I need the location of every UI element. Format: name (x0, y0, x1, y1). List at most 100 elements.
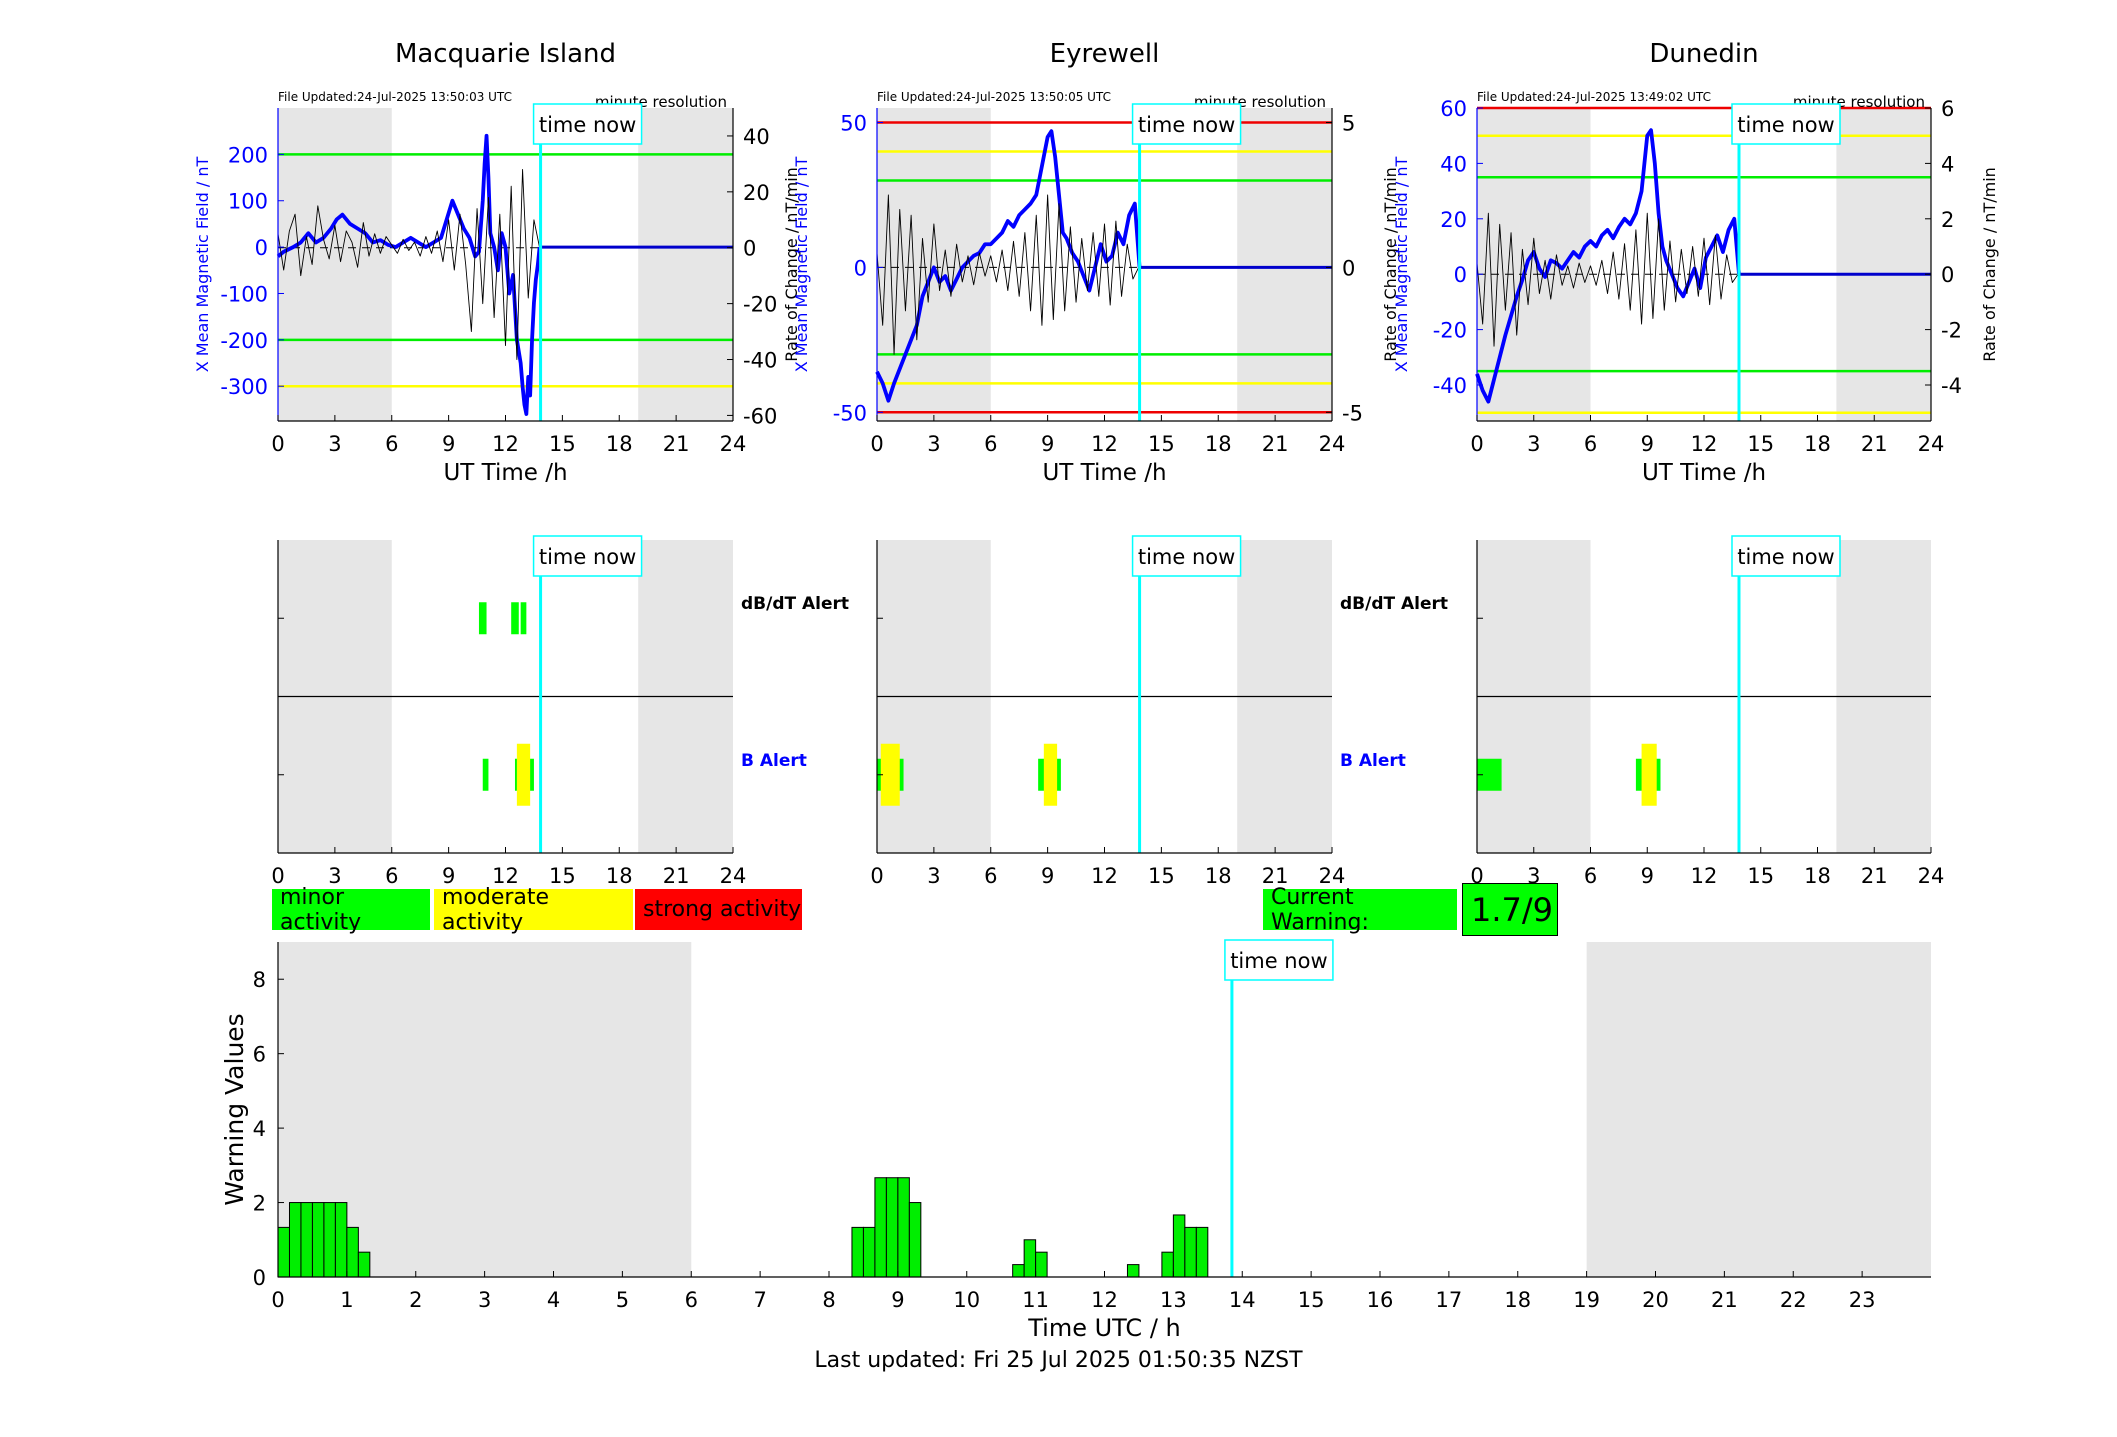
alert-event-minor (478, 602, 487, 635)
warning-bar (874, 1177, 887, 1278)
x-tick-label: 15 (1298, 1288, 1325, 1312)
file-updated-text: File Updated:24-Jul-2025 13:50:03 UTC (278, 90, 512, 104)
warning-bar (908, 1202, 922, 1278)
y-tick-label-right: 40 (743, 125, 770, 149)
x-tick-label: 12 (1691, 432, 1718, 456)
x-tick-label: 0 (870, 432, 883, 456)
y-tick-label-left: -50 (833, 401, 867, 425)
warning-bar (334, 1202, 348, 1278)
x-tick-label: 1 (340, 1288, 353, 1312)
y-tick-label: 2 (253, 1192, 266, 1216)
y-tick-label-left: -300 (220, 375, 268, 399)
y-tick-label: 4 (253, 1117, 266, 1141)
x-tick-label: 21 (1861, 864, 1888, 888)
alert-row-label: B Alert (741, 751, 807, 771)
time-now-label: time now (1138, 545, 1235, 569)
y-axis-label-right: Rate of Change / nT/min (1381, 167, 1400, 362)
x-tick-label: 21 (663, 864, 690, 888)
x-tick-label: 6 (685, 1288, 698, 1312)
warning-histogram: 0 1 2 3 4 5 6 7 8 9 10 11 12 13 14 15 16 17 18 19 20 21 22 2302… (220, 942, 1931, 1342)
time-now-label: time now (1138, 113, 1235, 137)
y-tick-label-left: 60 (1440, 97, 1467, 121)
y-tick-label-right: -60 (743, 404, 777, 428)
y-tick-label-right: 0 (1941, 263, 1954, 287)
mean-field-series (276, 133, 542, 416)
warning-bar (885, 1177, 899, 1278)
y-axis-label-left: X Mean Magnetic Field / nT (193, 157, 212, 373)
alert-panel-1: 0 3 6 9 12 15 18 21 24 dB/dT Alert B Alert (271, 540, 849, 888)
time-now-label-box (532, 103, 643, 145)
alert-event-moderate (1043, 743, 1058, 806)
alert-row-label: dB/dT Alert (1340, 594, 1448, 614)
x-tick-label: 16 (1367, 1288, 1394, 1312)
alert-event-minor (482, 758, 489, 791)
x-tick-label: 0 (870, 864, 883, 888)
time-now-label-box (1731, 535, 1841, 577)
warning-bar (1126, 1264, 1140, 1278)
time-now-label: time now (1737, 113, 1834, 137)
y-tick-label-left: 50 (840, 111, 867, 135)
y-tick-label-right: -4 (1941, 374, 1962, 398)
y-tick-label-right: 2 (1941, 208, 1954, 232)
file-updated-text: File Updated:24-Jul-2025 13:49:02 UTC (1477, 90, 1711, 104)
x-tick-label: 24 (1319, 864, 1346, 888)
time-now-label: time now (539, 113, 636, 137)
x-tick-label: 11 (1022, 1288, 1049, 1312)
x-tick-label: 18 (1804, 864, 1831, 888)
warning-bar (357, 1251, 371, 1278)
warning-bar (1184, 1226, 1197, 1278)
x-tick-label: 0 (271, 1288, 284, 1312)
x-tick-label: 9 (1041, 432, 1054, 456)
warning-bar (277, 1226, 290, 1278)
x-axis-label: UT Time /h (1642, 460, 1766, 486)
night-shading (638, 108, 733, 421)
warning-bar (1012, 1264, 1025, 1278)
x-axis-label: Time UTC / h (1027, 1314, 1181, 1342)
warning-bar (1172, 1214, 1186, 1278)
x-tick-label: 0 (271, 864, 284, 888)
y-tick-label-left: 200 (228, 143, 268, 167)
rate-of-change-series (1476, 212, 1739, 347)
y-tick-label-right: 20 (743, 181, 770, 205)
time-now-label: time now (1230, 949, 1327, 973)
x-tick-label: 0 (1470, 432, 1483, 456)
x-tick-label: 6 (1584, 432, 1597, 456)
x-tick-label: 3 (1527, 432, 1540, 456)
file-updated-text: File Updated:24-Jul-2025 13:50:05 UTC (877, 90, 1111, 104)
y-tick-label-left: -200 (220, 329, 268, 353)
x-tick-label: 6 (984, 864, 997, 888)
x-tick-label: 24 (720, 864, 747, 888)
mean-field-series (875, 129, 1142, 403)
y-axis-label: Warning Values (220, 1013, 249, 1205)
y-tick-label-left: 100 (228, 190, 268, 214)
warning-bar (1195, 1226, 1209, 1278)
x-axis-label: UT Time /h (1042, 460, 1166, 486)
x-tick-label: 7 (753, 1288, 766, 1312)
x-tick-label: 3 (927, 864, 940, 888)
x-tick-label: 4 (547, 1288, 560, 1312)
alert-panel-3: 0 3 6 9 12 15 18 21 24 (1470, 540, 1944, 888)
warning-bar (897, 1177, 910, 1278)
time-now-label-box (1731, 103, 1841, 145)
mean-field-series (1475, 128, 1741, 404)
warning-bar (1023, 1239, 1037, 1278)
alert-event-moderate (516, 743, 531, 806)
alert-row-label: dB/dT Alert (741, 594, 849, 614)
x-tick-label: 12 (1091, 432, 1118, 456)
x-tick-label: 10 (953, 1288, 980, 1312)
line-chart-1: 0 3 6 9 12 15 18 21 24-300-200-1000100200-60-40-… (193, 39, 801, 486)
x-tick-label: 23 (1849, 1288, 1876, 1312)
alert-panel-2: 0 3 6 9 12 15 18 21 24 dB/dT Alert B Alert (870, 540, 1448, 888)
y-tick-label-left: 0 (854, 256, 867, 280)
alert-event-minor (511, 602, 519, 635)
y-tick-label-left: -20 (1433, 319, 1467, 343)
x-tick-label: 18 (1504, 1288, 1531, 1312)
legend-strong-activity: strong activity (635, 889, 802, 930)
x-tick-label: 15 (549, 432, 576, 456)
legend-moderate-activity: moderate activity (434, 885, 633, 935)
x-tick-label: 3 (328, 432, 341, 456)
x-tick-label: 8 (822, 1288, 835, 1312)
y-tick-label-right: -5 (1342, 401, 1363, 425)
night-shading (1237, 108, 1332, 421)
y-tick-label-right: 5 (1342, 111, 1355, 135)
